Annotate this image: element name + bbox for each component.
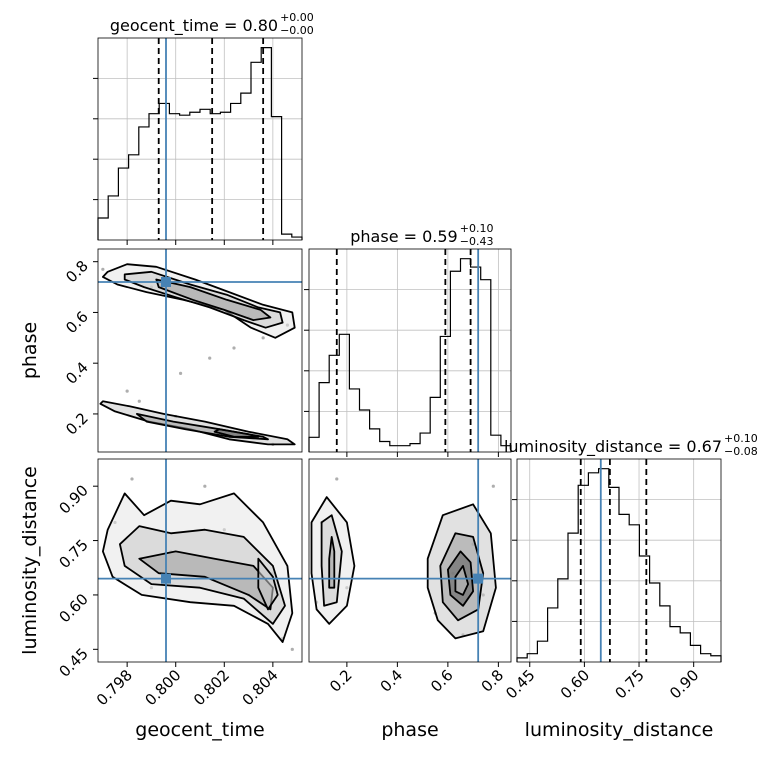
y-tick-label: 0.2 bbox=[62, 409, 92, 439]
sample-point bbox=[130, 477, 134, 481]
panel-background bbox=[98, 38, 302, 240]
sample-point bbox=[101, 267, 105, 271]
sample-point bbox=[178, 371, 183, 375]
sample-point bbox=[232, 346, 236, 350]
density-contour bbox=[213, 428, 260, 438]
x-tick-label: 0.4 bbox=[377, 666, 407, 696]
title-upper-error: +0.00 bbox=[280, 11, 314, 24]
truth-marker bbox=[161, 573, 171, 584]
x-axis-label-geocent_time: geocent_time bbox=[135, 719, 264, 741]
sample-point bbox=[261, 336, 265, 340]
panel-frame bbox=[308, 248, 512, 453]
sample-point bbox=[290, 647, 294, 651]
x-tick-label: 0.800 bbox=[141, 666, 184, 709]
panel-frame bbox=[97, 458, 303, 663]
x-tick-label: 0.804 bbox=[239, 666, 282, 709]
title-upper-error: +0.10 bbox=[460, 222, 494, 235]
panel-frame bbox=[97, 248, 303, 453]
panel-title-phase: phase = 0.59 bbox=[350, 227, 457, 246]
histogram-panel-geocent_time: geocent_time = 0.80 +0.00−0.00 bbox=[93, 11, 314, 241]
histogram-step-geocent_time bbox=[97, 47, 303, 240]
density-contour bbox=[328, 536, 336, 589]
title-lower-error: −0.43 bbox=[460, 235, 494, 248]
histogram-step-luminosity_distance bbox=[516, 468, 722, 662]
x-tick-label: 0.802 bbox=[190, 666, 233, 709]
sample-point bbox=[125, 389, 129, 393]
y-tick-label: 0.8 bbox=[62, 257, 92, 287]
y-tick-label: 0.90 bbox=[55, 481, 91, 517]
title-lower-error: −0.00 bbox=[280, 24, 314, 37]
y-axis-label-phase: phase bbox=[19, 322, 41, 379]
y-tick-label: 0.45 bbox=[55, 644, 91, 680]
density-contour bbox=[257, 557, 279, 611]
histogram-panel-phase: phase = 0.59 +0.10−0.43 bbox=[304, 222, 512, 453]
panel-frame bbox=[308, 458, 512, 663]
title-upper-error: +0.10 bbox=[724, 432, 758, 445]
x-tick-label: 0.45 bbox=[502, 666, 538, 702]
density-panel-geocent_time-luminosity_distance bbox=[97, 458, 303, 663]
x-tick-label: 0.60 bbox=[557, 666, 593, 702]
x-tick-label: 0.2 bbox=[326, 666, 356, 696]
y-tick-label: 0.6 bbox=[62, 308, 92, 338]
truth-marker bbox=[161, 276, 171, 287]
x-tick-label: 0.90 bbox=[666, 666, 702, 702]
x-tick-label: 0.6 bbox=[427, 666, 457, 696]
x-tick-label: 0.75 bbox=[612, 666, 648, 702]
x-tick-label: 0.798 bbox=[93, 666, 136, 709]
density-contour bbox=[155, 278, 272, 322]
histogram-step-phase bbox=[308, 258, 512, 452]
sample-point bbox=[203, 484, 207, 488]
panel-title-geocent_time: geocent_time = 0.80 bbox=[110, 16, 278, 36]
panel-frame bbox=[97, 37, 303, 241]
title-lower-error: −0.08 bbox=[724, 445, 758, 458]
density-panel-phase-luminosity_distance bbox=[308, 458, 512, 663]
sample-point bbox=[491, 484, 495, 488]
density-panel-geocent_time-phase bbox=[97, 248, 303, 453]
y-tick-label: 0.75 bbox=[55, 536, 91, 572]
sample-point bbox=[137, 399, 141, 403]
panel-title-luminosity_distance: luminosity_distance = 0.67 bbox=[504, 437, 722, 457]
histogram-panel-luminosity_distance: luminosity_distance = 0.67 +0.10−0.08 bbox=[504, 432, 758, 663]
sample-point bbox=[208, 356, 212, 360]
x-axis-label-luminosity_distance: luminosity_distance bbox=[525, 719, 714, 741]
x-axis-label-phase: phase bbox=[381, 719, 438, 741]
truth-marker bbox=[473, 573, 484, 584]
panel-frame bbox=[516, 458, 722, 663]
density-contour bbox=[454, 565, 470, 596]
sample-point bbox=[335, 477, 339, 481]
y-axis-label-luminosity_distance: luminosity_distance bbox=[19, 466, 41, 655]
y-tick-label: 0.4 bbox=[62, 358, 92, 388]
y-tick-label: 0.60 bbox=[55, 590, 91, 626]
